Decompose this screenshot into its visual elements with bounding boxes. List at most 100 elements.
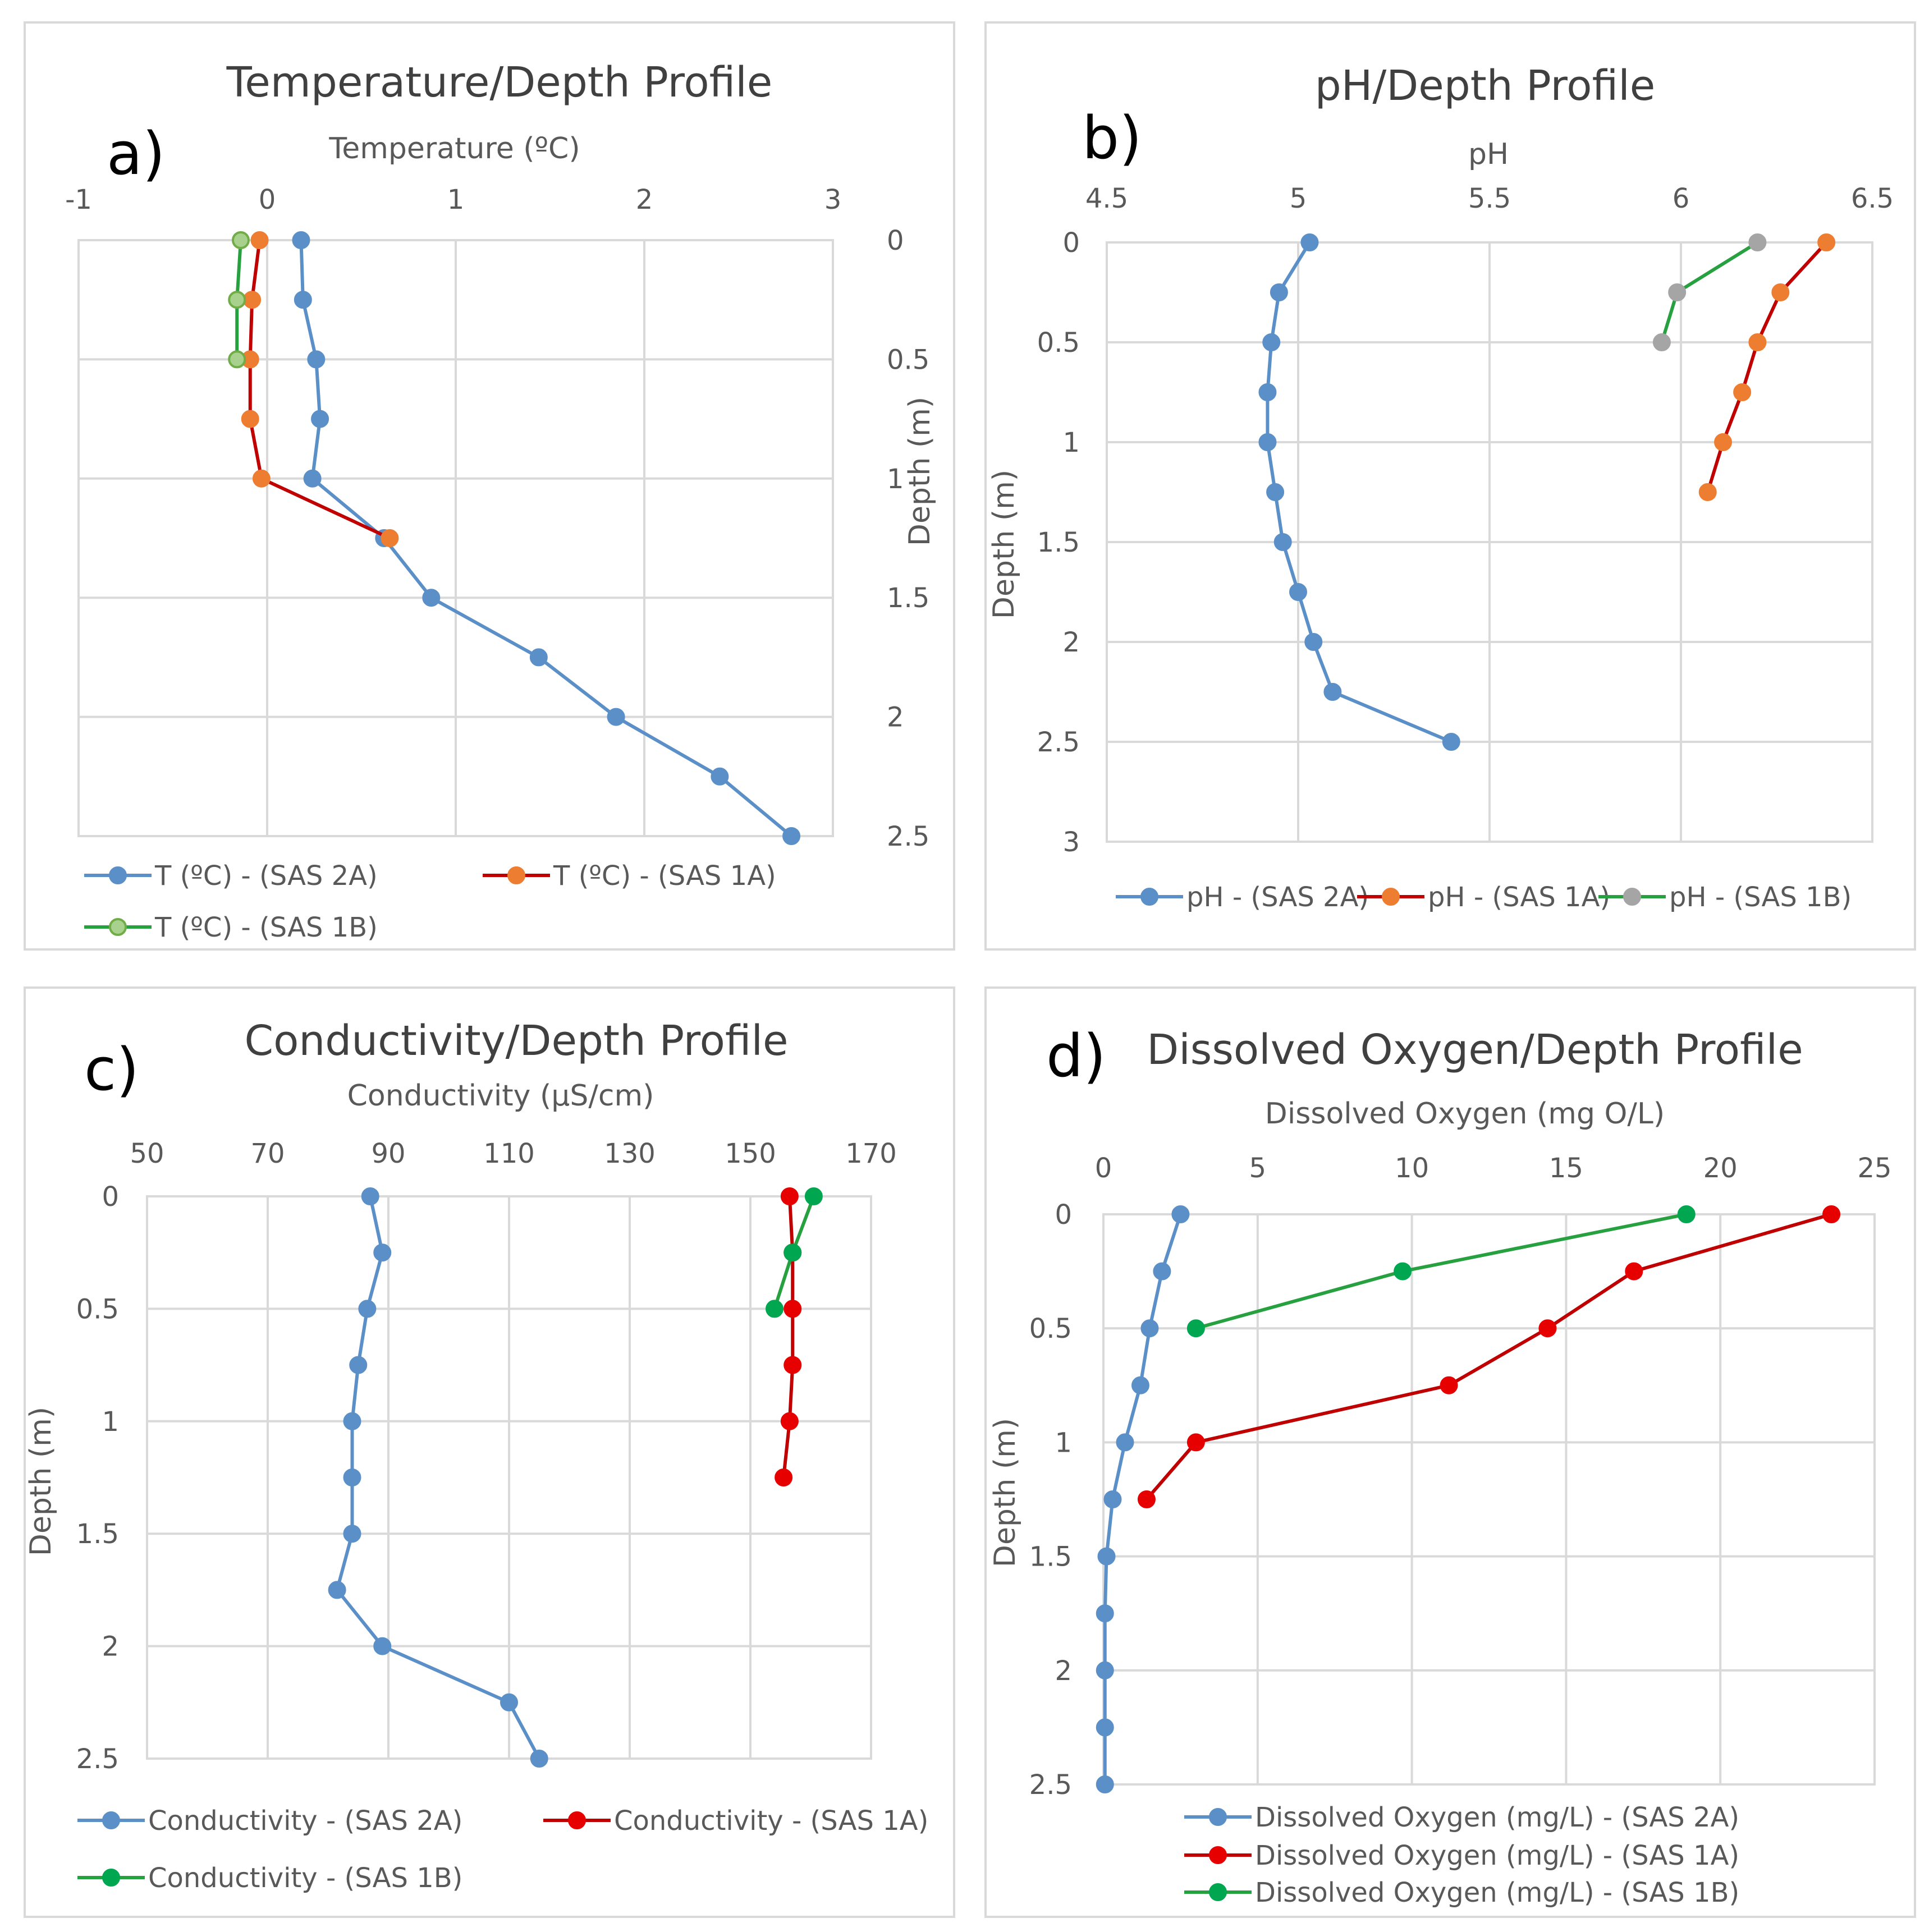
series-2	[1698, 233, 1836, 501]
data-point	[1538, 1319, 1557, 1338]
data-point	[1186, 1319, 1205, 1338]
data-point	[1186, 1433, 1205, 1452]
data-point	[303, 469, 322, 488]
legend-marker	[102, 1811, 120, 1829]
data-point	[1096, 1661, 1114, 1679]
x-tick-label: 1	[447, 184, 465, 215]
data-point	[328, 1581, 346, 1599]
data-point	[422, 589, 441, 607]
legend-item: T (ºC) - (SAS 1A)	[483, 860, 776, 892]
panel-b	[984, 21, 1916, 951]
data-point	[780, 1187, 799, 1205]
legend-label: Dissolved Oxygen (mg/L) - (SAS 1A)	[1255, 1840, 1739, 1871]
legend-marker	[1140, 888, 1158, 906]
data-point	[1652, 333, 1671, 351]
legend-marker	[1623, 888, 1641, 906]
data-point	[1304, 633, 1323, 651]
data-point	[607, 708, 625, 726]
legend-label: Conductivity - (SAS 2A)	[148, 1805, 462, 1837]
series-line	[1145, 1213, 1832, 1500]
data-point	[1668, 283, 1687, 301]
plot-area	[146, 1195, 872, 1760]
legend-item: Conductivity - (SAS 1A)	[543, 1805, 928, 1837]
x-tick-label: 50	[130, 1138, 164, 1169]
y-tick-label: 2.5	[76, 1743, 119, 1775]
series-line	[1706, 241, 1828, 493]
data-point	[1677, 1205, 1696, 1223]
legend-label: pH - (SAS 2A)	[1186, 882, 1369, 913]
data-point	[783, 1243, 802, 1262]
series-3	[766, 1187, 823, 1318]
legend-item: Conductivity - (SAS 1B)	[77, 1862, 462, 1894]
data-point	[343, 1412, 361, 1430]
y-tick-label: 0	[1062, 227, 1080, 259]
legend-label: Dissolved Oxygen (mg/L) - (SAS 2A)	[1255, 1802, 1739, 1833]
legend-marker	[507, 866, 525, 884]
data-point	[343, 1525, 361, 1543]
y-tick-label: 0.5	[76, 1293, 119, 1325]
series-2	[775, 1187, 802, 1486]
legend-label: T (ºC) - (SAS 2A)	[154, 860, 378, 892]
data-point	[1822, 1205, 1841, 1223]
y-tick-label: 1	[887, 464, 904, 495]
data-point	[804, 1187, 823, 1205]
data-point	[343, 1468, 361, 1486]
series-line	[299, 240, 792, 838]
data-point	[228, 291, 246, 309]
series-1	[1258, 233, 1460, 751]
x-tick-label: 20	[1703, 1153, 1738, 1184]
data-point	[373, 1637, 392, 1655]
x-tick-label: 0	[1095, 1153, 1112, 1184]
data-point	[373, 1243, 392, 1262]
legend-marker	[1209, 1883, 1227, 1901]
data-point	[250, 231, 269, 249]
data-point	[1096, 1604, 1114, 1623]
data-point	[783, 1300, 802, 1318]
x-tick-label: 0	[259, 184, 276, 215]
data-point	[1103, 1490, 1122, 1508]
y-tick-label: 0.5	[1029, 1313, 1072, 1344]
data-point	[241, 410, 259, 428]
legend-label: pH - (SAS 1B)	[1669, 882, 1852, 913]
data-point	[529, 648, 548, 667]
data-point	[1266, 483, 1285, 501]
x-tick-label: 6.5	[1851, 183, 1894, 214]
legend-label: Conductivity - (SAS 1B)	[148, 1862, 462, 1894]
x-tick-label: 170	[845, 1138, 897, 1169]
y-tick-label: 2	[887, 702, 904, 733]
x-axis-label: pH	[1468, 137, 1509, 171]
data-point	[766, 1300, 783, 1318]
data-point	[1733, 383, 1752, 401]
data-point	[1258, 383, 1277, 401]
data-point	[1096, 1775, 1114, 1793]
y-tick-label: 1	[102, 1406, 119, 1438]
y-axis-label: Depth (m)	[903, 397, 937, 546]
legend-label: Conductivity - (SAS 1A)	[614, 1805, 928, 1837]
y-tick-label: 0.5	[1037, 327, 1080, 359]
y-tick-label: 1.5	[1037, 527, 1080, 558]
x-tick-label: 90	[371, 1138, 405, 1169]
y-tick-label: 1	[1055, 1427, 1072, 1458]
data-point	[1771, 283, 1790, 301]
data-point	[231, 231, 250, 249]
data-point	[349, 1356, 368, 1374]
data-point	[1153, 1262, 1171, 1281]
legend-marker	[109, 866, 127, 884]
legend-item: Dissolved Oxygen (mg/L) - (SAS 1B)	[1184, 1877, 1739, 1908]
series-line	[248, 240, 391, 540]
series-line	[1266, 241, 1452, 744]
chart-4: Dissolved Oxygen/Depth Profile d) Dissolve…	[988, 1022, 1892, 1908]
legend-marker	[1382, 888, 1400, 906]
data-point	[292, 231, 310, 249]
x-tick-label: 70	[250, 1138, 285, 1169]
y-tick-label: 1.5	[1029, 1541, 1072, 1573]
data-point	[243, 291, 262, 309]
plot-area	[77, 239, 834, 837]
data-point	[1137, 1490, 1156, 1508]
x-tick-label: 150	[725, 1138, 776, 1169]
data-point	[1289, 583, 1307, 601]
data-point	[228, 350, 246, 369]
chart-title: Conductivity/Depth Profile	[244, 1017, 788, 1065]
data-point	[1625, 1262, 1643, 1281]
